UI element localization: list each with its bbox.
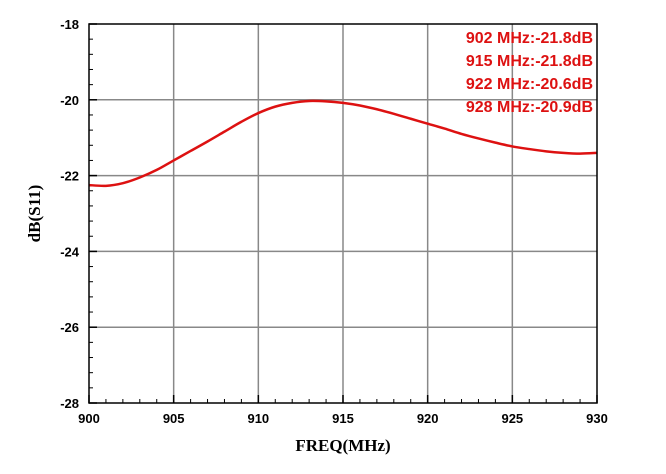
x-tick-labels: 900 905 910 915 920 925 930 <box>78 411 608 426</box>
plot-frame <box>88 23 598 404</box>
series-layer <box>88 99 598 188</box>
marker-readout: 902 MHz:-21.8dB <box>466 30 593 47</box>
x-tick-label: 905 <box>163 411 185 426</box>
series-line-0 <box>88 99 598 188</box>
x-axis-title: FREQ(MHz) <box>295 436 390 455</box>
annotations: 902 MHz:-21.8dB 915 MHz:-21.8dB 922 MHz:-2… <box>466 30 593 116</box>
marker-readout: 915 MHz:-21.8dB <box>466 53 593 70</box>
y-tick-label: -26 <box>60 320 79 335</box>
y-axis-title: dB(S11) <box>25 185 44 243</box>
y-tick-label: -28 <box>60 396 79 411</box>
y-tick-label: -18 <box>60 17 79 32</box>
x-tick-label: 900 <box>78 411 100 426</box>
x-tick-label: 925 <box>501 411 523 426</box>
y-tick-label: -22 <box>60 169 79 184</box>
x-tick-label: 910 <box>247 411 269 426</box>
x-tick-label: 920 <box>417 411 439 426</box>
x-tick-label: 930 <box>586 411 608 426</box>
y-tick-label: -24 <box>60 244 80 259</box>
y-tick-label: -20 <box>60 93 79 108</box>
y-tick-labels: -18 -20 -22 -24 -26 -28 <box>60 17 80 411</box>
grid <box>89 24 597 403</box>
x-tick-label: 915 <box>332 411 354 426</box>
marker-readout: 928 MHz:-20.9dB <box>466 99 593 116</box>
marker-readout: 922 MHz:-20.6dB <box>466 76 593 93</box>
